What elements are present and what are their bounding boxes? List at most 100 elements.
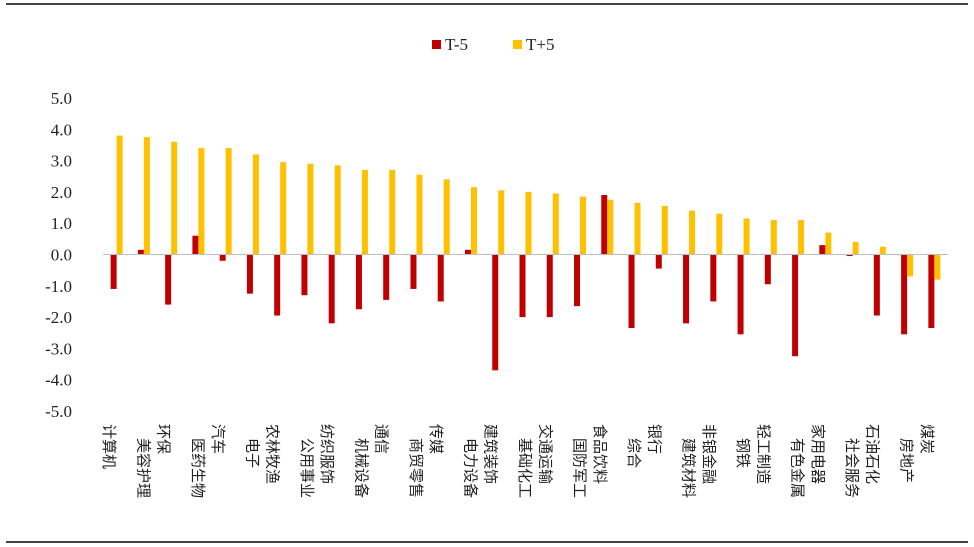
bar-t-5 <box>628 254 635 329</box>
bar-t-plus-5 <box>552 193 559 255</box>
bar-t-5 <box>328 254 335 324</box>
x-tick-label: 通信 <box>373 424 391 454</box>
bar-t-plus-5 <box>280 162 287 255</box>
y-tick-label: -3.0 <box>45 339 72 358</box>
x-tick-label: 交通运输 <box>536 424 554 484</box>
x-axis-labels: 计算机 美容护理 环保 医药生物 汽车 电子 农林牧渔 公用事业 纺织服饰 机械设备 通信 商贸零售传… <box>100 424 936 498</box>
bar-t-plus-5 <box>443 179 450 255</box>
y-tick-label: -4.0 <box>45 371 72 390</box>
bar-t-5 <box>764 254 771 285</box>
bar-t-plus-5 <box>225 148 232 255</box>
y-tick-label: 3.0 <box>51 152 72 171</box>
bar-t-5 <box>846 254 853 257</box>
y-axis: 5.0 4.0 3.0 2.0 1.0 0.0 -1.0 -2.0 -3.0 -4.0 -5.0 <box>45 89 72 421</box>
bar-t-plus-5 <box>852 241 859 255</box>
x-tick-label: 电力设备 <box>461 438 479 498</box>
x-tick-label: 基础化工 <box>516 438 534 498</box>
bar-t-plus-5 <box>934 254 941 280</box>
x-tick-label: 机械设备 <box>352 438 370 498</box>
legend-swatch-t-5 <box>432 40 441 49</box>
bar-t-5 <box>574 254 581 307</box>
bar-t-plus-5 <box>825 232 832 255</box>
bar-t-5 <box>792 254 799 357</box>
x-tick-label: 汽车 <box>209 424 227 454</box>
y-tick-label: 4.0 <box>51 120 72 139</box>
bar-t-5 <box>192 235 199 255</box>
y-tick-label: 5.0 <box>51 89 72 108</box>
bar-t-plus-5 <box>171 141 178 255</box>
x-tick-label: 医药生物 <box>189 438 207 498</box>
x-tick-label: 轻工制造 <box>754 424 772 484</box>
bar-t-5 <box>737 254 744 335</box>
bar-t-plus-5 <box>607 199 614 255</box>
bar-t-5 <box>246 254 253 294</box>
bar-t-5 <box>655 254 662 269</box>
y-tick-label: 1.0 <box>51 214 72 233</box>
bar-t-plus-5 <box>634 202 641 255</box>
bar-t-5 <box>137 249 144 255</box>
legend-swatch-t-plus-5 <box>513 40 522 49</box>
bar-t-plus-5 <box>307 163 314 255</box>
x-tick-label: 有色金属 <box>789 438 807 498</box>
bars <box>110 135 941 371</box>
bar-t-plus-5 <box>252 154 259 255</box>
bar-t-plus-5 <box>525 191 532 255</box>
bar-t-plus-5 <box>198 148 205 255</box>
legend: T-5 T+5 <box>432 35 554 54</box>
bar-t-5 <box>683 254 690 324</box>
x-tick-label: 美容护理 <box>134 438 152 498</box>
bar-t-plus-5 <box>689 210 696 255</box>
legend-label-t-plus-5: T+5 <box>526 35 554 54</box>
y-tick-label: -2.0 <box>45 308 72 327</box>
bar-t-plus-5 <box>498 190 505 255</box>
x-tick-label: 公用事业 <box>298 438 316 498</box>
x-tick-label: 环保 <box>155 424 173 454</box>
y-tick-label: -1.0 <box>45 277 72 296</box>
bar-t-plus-5 <box>907 254 914 277</box>
bar-t-5 <box>546 254 553 318</box>
bar-t-plus-5 <box>743 218 750 255</box>
bar-t-plus-5 <box>143 137 150 255</box>
y-tick-label: 2.0 <box>51 183 72 202</box>
bar-t-plus-5 <box>470 187 477 255</box>
bar-t-5 <box>873 254 880 316</box>
x-tick-label: 银行 <box>645 424 663 454</box>
bar-t-5 <box>219 254 226 261</box>
x-tick-label: 建筑装饰 <box>482 424 500 484</box>
bar-t-plus-5 <box>798 220 805 255</box>
bar-t-5 <box>110 254 117 289</box>
x-tick-label: 农林牧渔 <box>264 424 282 484</box>
x-tick-label: 建筑材料 <box>680 438 698 498</box>
bar-t-5 <box>928 254 935 329</box>
bar-t-plus-5 <box>770 220 777 255</box>
x-tick-label: 社会服务 <box>843 438 861 498</box>
bar-t-plus-5 <box>361 169 368 255</box>
bar-t-plus-5 <box>334 165 341 255</box>
bar-t-5 <box>165 254 172 305</box>
x-tick-label: 国防军工 <box>571 438 589 498</box>
bar-t-plus-5 <box>116 135 123 255</box>
bar-t-5 <box>274 254 281 316</box>
bar-t-5 <box>710 254 717 302</box>
x-tick-label: 石油石化 <box>863 424 881 484</box>
bar-t-5 <box>819 245 826 255</box>
x-tick-label: 煤炭 <box>918 424 936 454</box>
legend-label-t-5: T-5 <box>445 35 468 54</box>
x-tick-label: 传媒 <box>427 424 445 454</box>
x-tick-label: 家用电器 <box>809 424 827 484</box>
bar-t-5 <box>601 195 608 255</box>
bar-t-5 <box>519 254 526 318</box>
bar-t-5 <box>383 254 390 300</box>
bar-t-plus-5 <box>389 169 396 255</box>
x-tick-label: 商贸零售 <box>407 438 425 498</box>
bar-t-5 <box>410 254 417 289</box>
bar-t-plus-5 <box>879 246 886 255</box>
x-tick-label: 纺织服饰 <box>318 424 336 484</box>
x-tick-label: 综合 <box>625 438 643 468</box>
bar-t-plus-5 <box>661 205 668 255</box>
bar-t-5 <box>437 254 444 302</box>
x-tick-label: 电子 <box>243 438 261 468</box>
bar-t-5 <box>492 254 499 371</box>
bar-t-5 <box>355 254 362 310</box>
